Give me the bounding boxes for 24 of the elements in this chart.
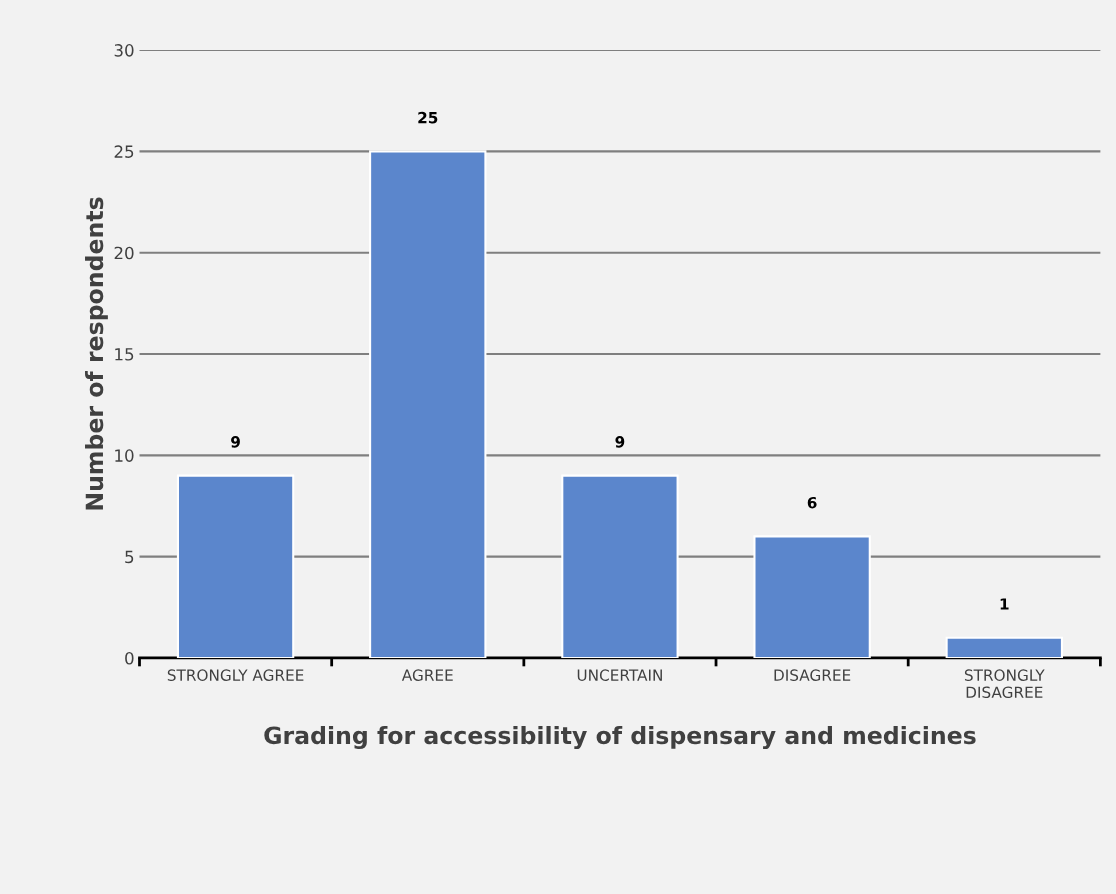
- x-axis-title: Grading for accessibility of dispensary and medicines: [264, 725, 976, 750]
- bar: [561, 474, 679, 658]
- y-tick-label: 30: [114, 44, 134, 57]
- data-label: 1: [1000, 598, 1009, 610]
- y-tick-label: 15: [115, 348, 134, 361]
- y-tick-label: 0: [125, 651, 134, 665]
- data-label: 6: [807, 496, 817, 509]
- x-tick-label: STRONGLY DISAGREE: [964, 669, 1045, 699]
- data-label: 9: [231, 436, 240, 448]
- data-label: 25: [418, 111, 438, 124]
- x-tick-label: DISAGREE: [774, 669, 851, 681]
- y-axis-title: Number of respondents: [85, 197, 108, 510]
- x-tick-label: STRONGLY AGREE: [167, 669, 304, 681]
- bar: [369, 150, 487, 658]
- data-label: 9: [615, 436, 625, 448]
- bar: [753, 535, 871, 658]
- bar: [945, 636, 1063, 658]
- y-tick-label: 5: [125, 550, 134, 564]
- y-tick-label: 20: [114, 246, 134, 260]
- x-tick-label: UNCERTAIN: [577, 669, 662, 681]
- y-tick-label: 25: [114, 145, 134, 158]
- x-tick-label: AGREE: [401, 669, 453, 681]
- bar: [176, 474, 295, 658]
- y-tick-label: 10: [115, 449, 134, 462]
